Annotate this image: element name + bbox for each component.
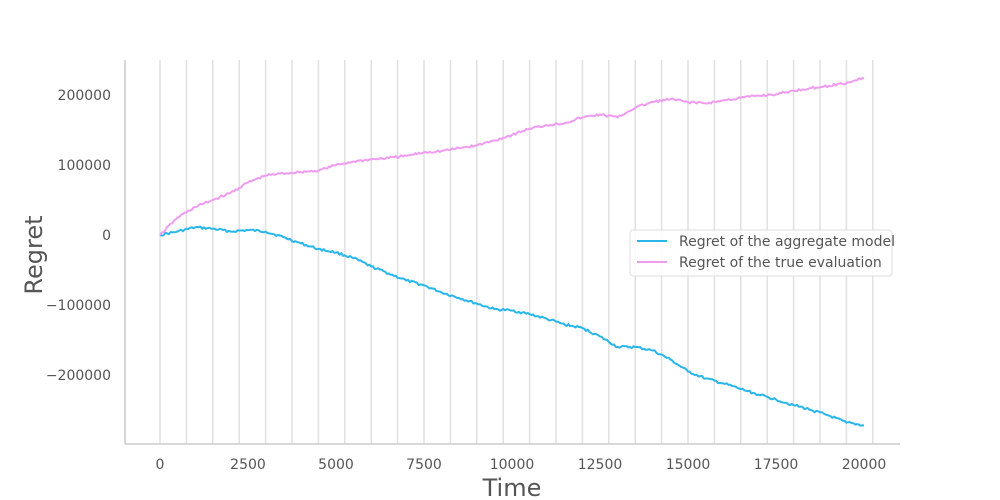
y-tick-label: 200000 <box>58 88 111 104</box>
x-tick-label: 20000 <box>842 457 887 473</box>
y-tick-labels: −200000 −100000 0 100000 200000 <box>46 88 111 384</box>
x-axis-title: Time <box>482 474 542 500</box>
x-tick-label: 10000 <box>490 457 535 473</box>
series-line-regret-of-the-true-evaluation <box>159 76 865 236</box>
y-tick-label: 0 <box>102 228 111 244</box>
x-tick-label: 5000 <box>318 457 354 473</box>
series-line-regret-of-the-aggregate-model <box>159 225 864 427</box>
x-tick-label: 12500 <box>578 457 623 473</box>
x-tick-labels: 0 2500 5000 7500 10000 12500 15000 17500 20000 <box>156 457 887 473</box>
x-tick-label: 17500 <box>754 457 799 473</box>
y-axis-title: Regret <box>20 215 48 294</box>
legend-label-true-evaluation: Regret of the true evaluation <box>679 255 882 271</box>
y-tick-label: −100000 <box>46 298 111 314</box>
legend: Regret of the aggregate model Regret of … <box>629 229 895 277</box>
legend-frame <box>629 229 893 277</box>
axis-spines <box>124 60 900 445</box>
legend-label-aggregate-model: Regret of the aggregate model <box>679 234 895 250</box>
x-tick-label: 2500 <box>230 457 266 473</box>
y-tick-label: 100000 <box>58 158 111 174</box>
x-tick-label: 15000 <box>666 457 711 473</box>
y-tick-label: −200000 <box>46 368 111 384</box>
series-lines <box>159 76 865 427</box>
x-tick-label: 7500 <box>406 457 442 473</box>
x-tick-label: 0 <box>156 457 165 473</box>
